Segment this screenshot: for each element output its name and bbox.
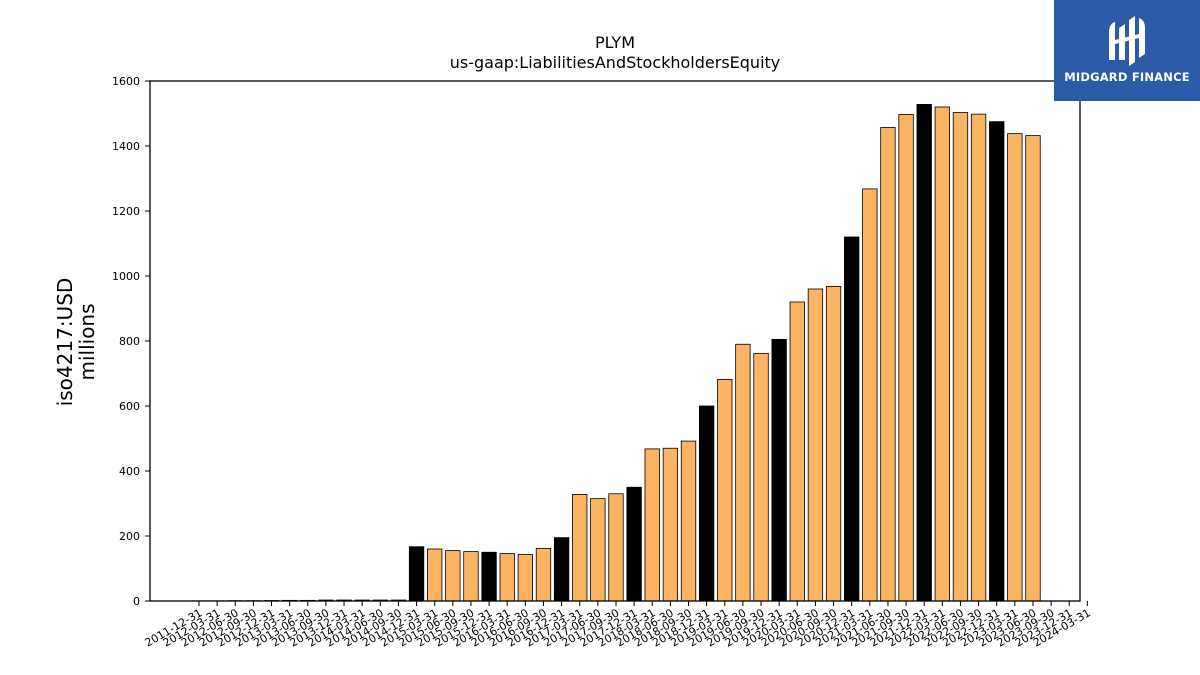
bar-2020-09-30 <box>825 285 842 602</box>
y-axis-label: iso4217:USD <box>53 278 77 407</box>
plot-frame <box>149 80 1081 602</box>
bar-2022-06-30 <box>952 112 969 602</box>
y-tick-label: 1000 <box>112 270 140 283</box>
y-tick-label: 800 <box>119 335 140 348</box>
x-axis: 2011-12-312012-03-312012-06-302012-09-30… <box>143 601 1093 650</box>
bar-2017-06-30 <box>590 498 606 602</box>
bar-2016-12-31 <box>553 537 570 602</box>
brand-logo: MIDGARD FINANCE <box>1054 0 1200 101</box>
bar-2023-06-30 <box>1025 135 1041 602</box>
bar-2022-12-31 <box>989 121 1005 602</box>
y-tick-label: 600 <box>119 400 140 413</box>
bar-2021-09-30 <box>898 114 914 602</box>
midgard-logo-mark-icon <box>1109 16 1145 66</box>
chart-subtitle: us-gaap:LiabilitiesAndStockholdersEquity <box>450 53 781 72</box>
bar-2019-09-30 <box>753 352 769 602</box>
bar-2019-03-31 <box>717 378 733 602</box>
bar-2017-03-31 <box>572 493 588 602</box>
y-axis-label-group: iso4217:USD millions <box>53 278 99 407</box>
y-tick-label: 0 <box>133 595 140 608</box>
bar-2014-12-31 <box>408 546 425 602</box>
y-axis-unit-label: millions <box>75 303 99 380</box>
y-tick-label: 1600 <box>112 75 140 88</box>
chart-title: PLYM <box>595 33 635 52</box>
bar-series <box>191 104 1041 602</box>
bar-2015-12-31 <box>481 551 497 602</box>
y-tick-label: 1200 <box>112 205 140 218</box>
bar-2018-09-30 <box>680 440 697 602</box>
bar-2016-03-31 <box>499 553 515 602</box>
bar-2018-06-30 <box>662 447 679 602</box>
bar-2016-06-30 <box>517 554 533 602</box>
bar-2017-09-30 <box>608 493 624 602</box>
y-tick-label: 400 <box>119 465 140 478</box>
bar-2015-03-31 <box>427 548 443 602</box>
bar-2023-03-31 <box>1007 133 1023 602</box>
bar-2016-09-30 <box>535 547 552 602</box>
y-tick-label: 1400 <box>112 140 140 153</box>
bar-2022-03-31 <box>934 106 950 602</box>
bar-2021-06-30 <box>880 127 896 602</box>
bar-2019-12-31 <box>771 338 787 602</box>
bar-2021-03-31 <box>862 188 878 602</box>
bar-2015-09-30 <box>463 551 479 602</box>
bar-2022-09-30 <box>970 113 987 602</box>
y-tick-label: 200 <box>119 530 140 543</box>
bar-2015-06-30 <box>445 550 461 602</box>
bar-2020-12-31 <box>844 236 860 602</box>
bar-2018-12-31 <box>698 405 715 602</box>
bar-2020-03-31 <box>789 301 805 602</box>
bar-2019-06-30 <box>735 343 751 602</box>
bar-2021-12-31 <box>916 104 932 602</box>
bar-2020-06-30 <box>807 288 824 602</box>
y-axis: 0 200 400 600 800 1000 1200 1400 1600 <box>112 75 150 608</box>
brand-name: MIDGARD FINANCE <box>1064 70 1190 84</box>
bar-2018-03-31 <box>644 448 660 602</box>
bar-2017-12-31 <box>626 486 642 602</box>
